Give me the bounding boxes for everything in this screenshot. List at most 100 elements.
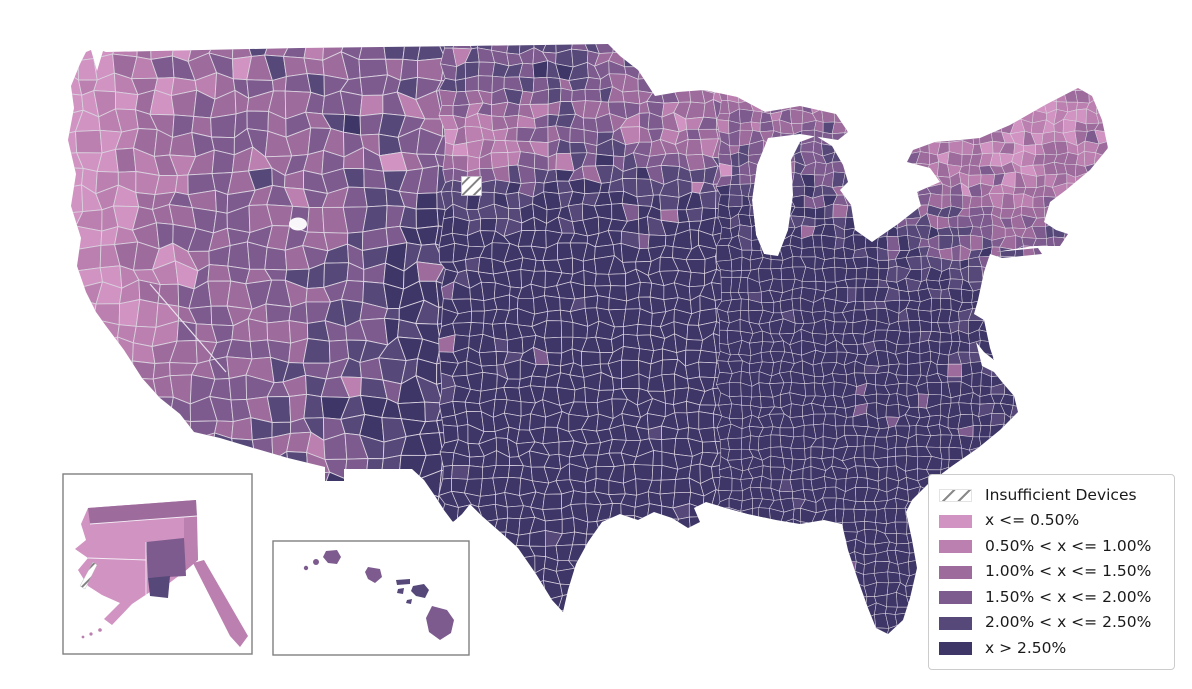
county <box>1107 341 1108 354</box>
county <box>978 329 993 343</box>
county <box>609 556 628 574</box>
county <box>493 646 509 663</box>
county <box>886 122 897 136</box>
county <box>999 67 1016 83</box>
county <box>77 299 97 322</box>
county <box>596 295 610 311</box>
county <box>1055 459 1066 471</box>
county <box>864 234 879 249</box>
county <box>1043 298 1057 314</box>
county <box>905 204 922 220</box>
county <box>989 118 1003 133</box>
county <box>738 51 758 68</box>
county <box>136 44 152 60</box>
county <box>282 55 308 78</box>
county <box>346 680 367 689</box>
county <box>972 58 983 73</box>
county <box>68 300 83 325</box>
county <box>1141 59 1150 70</box>
county <box>748 635 762 649</box>
county <box>701 677 714 689</box>
county <box>437 683 463 689</box>
county <box>750 619 771 634</box>
county <box>712 533 728 548</box>
county <box>1062 204 1079 217</box>
county <box>1063 457 1076 472</box>
county <box>712 646 730 661</box>
county <box>737 594 754 609</box>
county <box>453 517 467 532</box>
county <box>884 89 901 102</box>
county <box>1117 281 1131 292</box>
county <box>749 88 762 102</box>
county <box>1074 80 1090 91</box>
county <box>1150 184 1162 197</box>
county <box>1095 286 1108 304</box>
county <box>801 656 816 668</box>
county <box>917 583 929 597</box>
county <box>1032 245 1048 260</box>
county <box>810 583 825 594</box>
legend-item-bin-5: 2.00% < x <= 2.50% <box>939 611 1164 636</box>
county <box>624 661 640 675</box>
county <box>561 672 575 686</box>
county <box>1030 89 1048 99</box>
county <box>516 555 536 574</box>
county <box>853 142 866 154</box>
county <box>729 173 741 185</box>
county <box>1085 434 1098 451</box>
county <box>699 505 714 520</box>
county <box>1117 204 1129 219</box>
county <box>876 71 890 82</box>
county <box>674 50 690 67</box>
county <box>999 81 1016 91</box>
county <box>703 44 717 53</box>
county <box>1020 456 1034 470</box>
county <box>926 119 938 132</box>
county <box>1073 301 1089 313</box>
county <box>842 582 857 598</box>
county <box>1149 216 1162 226</box>
county <box>728 673 745 687</box>
county <box>803 561 817 574</box>
county <box>716 626 729 634</box>
county <box>852 223 867 236</box>
county <box>863 161 877 176</box>
county <box>759 120 775 133</box>
county <box>92 336 121 363</box>
county <box>905 644 918 658</box>
county <box>907 612 922 625</box>
county <box>742 521 753 535</box>
county <box>596 651 614 663</box>
legend-item-bin-2: 0.50% < x <= 1.00% <box>939 534 1164 559</box>
county <box>546 76 562 90</box>
county <box>1139 319 1150 335</box>
county <box>875 627 890 634</box>
county <box>622 637 638 653</box>
county <box>759 625 774 634</box>
county <box>821 678 833 688</box>
county <box>1096 97 1108 115</box>
county <box>1117 121 1130 135</box>
county <box>363 187 388 208</box>
county <box>481 531 496 545</box>
county <box>999 364 1015 376</box>
county <box>1025 676 1033 689</box>
county <box>716 56 731 68</box>
county <box>493 337 509 353</box>
county <box>1106 44 1108 51</box>
county <box>700 633 717 634</box>
county <box>990 255 1003 272</box>
county <box>800 521 812 535</box>
county <box>821 561 836 574</box>
county <box>1118 300 1129 311</box>
county <box>1139 194 1152 209</box>
county <box>265 303 292 324</box>
county <box>1107 131 1108 143</box>
county <box>772 71 784 81</box>
county <box>750 591 761 607</box>
county <box>1107 455 1108 472</box>
county <box>493 531 507 549</box>
county <box>1001 329 1014 342</box>
county <box>969 88 984 102</box>
